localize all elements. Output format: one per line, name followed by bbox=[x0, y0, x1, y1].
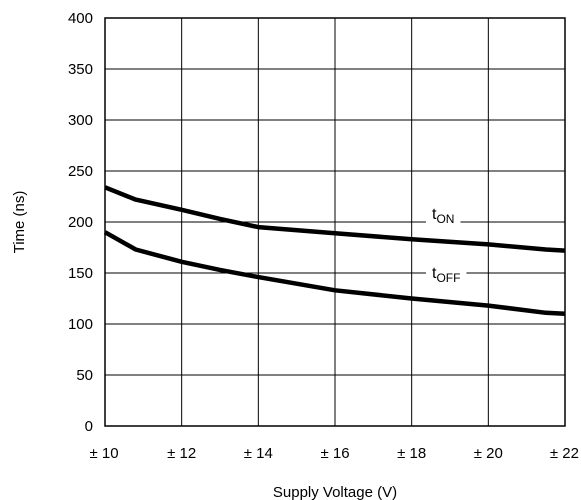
series-group bbox=[103, 185, 566, 317]
x-tick-label: ± 16 bbox=[320, 445, 349, 462]
series-label-toff-main: t bbox=[432, 265, 437, 282]
y-tick-label: 250 bbox=[68, 163, 93, 180]
x-tick-label: ± 20 bbox=[474, 445, 503, 462]
x-tick-labels: ± 10 ± 12 ± 14 ± 16 ± 18 ± 20 ± 22 bbox=[89, 445, 579, 462]
y-tick-label: 400 bbox=[68, 10, 93, 27]
y-axis-label: Time (ns) bbox=[11, 191, 28, 254]
y-tick-label: 300 bbox=[68, 112, 93, 129]
series-label-toff: tOFF bbox=[432, 265, 460, 285]
x-tick-label: ± 14 bbox=[244, 445, 273, 462]
y-tick-label: 200 bbox=[68, 214, 93, 231]
series-line-ton bbox=[104, 185, 566, 253]
y-tick-label: 150 bbox=[68, 265, 93, 282]
x-tick-label: ± 12 bbox=[167, 445, 196, 462]
series-label-toff-background bbox=[426, 264, 467, 286]
y-tick-label: 100 bbox=[68, 316, 93, 333]
series-label-ton: tON bbox=[432, 206, 454, 226]
series-label-ton-main: t bbox=[432, 206, 437, 223]
series-line-toff bbox=[103, 230, 566, 317]
x-axis-label: Supply Voltage (V) bbox=[273, 484, 397, 500]
grid bbox=[104, 17, 566, 427]
series-label-toff-sub: OFF bbox=[436, 271, 460, 285]
y-tick-label: 50 bbox=[76, 367, 93, 384]
series-label-ton-sub: ON bbox=[436, 212, 454, 226]
x-tick-label: ± 10 bbox=[89, 445, 118, 462]
series-label-ton-background bbox=[426, 205, 461, 227]
plot-frame bbox=[104, 17, 566, 427]
x-tick-label: ± 18 bbox=[397, 445, 426, 462]
y-tick-labels: 0 50 100 150 200 250 300 350 400 bbox=[68, 10, 93, 435]
y-tick-label: 0 bbox=[85, 418, 93, 435]
y-tick-label: 350 bbox=[68, 61, 93, 78]
x-tick-label: ± 22 bbox=[550, 445, 579, 462]
